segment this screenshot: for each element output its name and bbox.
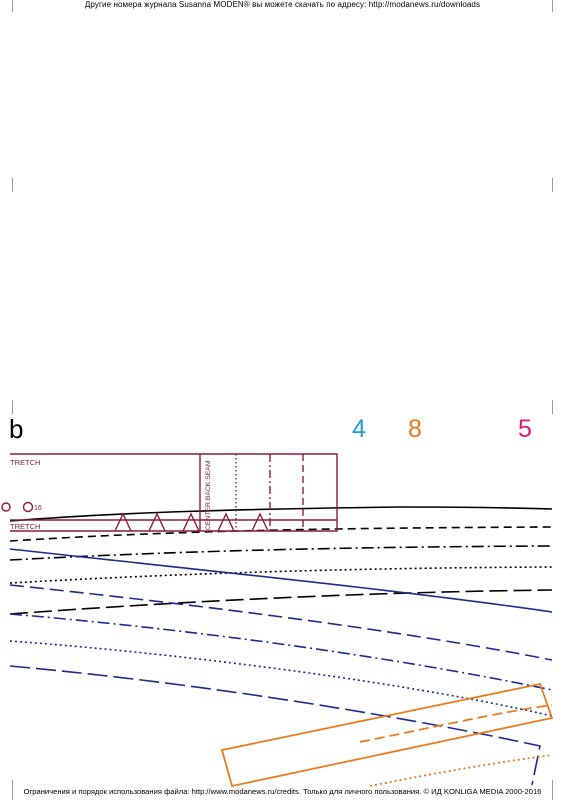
stretch-label-bottom: TRETCH (10, 522, 40, 531)
navy-solid-line (9, 548, 553, 613)
black-dashdot-line (9, 545, 553, 561)
size-label-4: 4 (352, 415, 366, 443)
crop-mark-top-right (552, 0, 553, 12)
size-label-8: 8 (408, 415, 422, 443)
notch-1 (114, 512, 132, 532)
footer-text: Ограничения и порядок использования файл… (23, 787, 542, 796)
maroon-strip-outline (10, 453, 338, 532)
navy-dashdot-line (9, 613, 553, 691)
crop-mark-bottom-right (552, 780, 553, 800)
header-text: Другие номера журнала Susanna MODEN® вы … (84, 0, 481, 9)
black-solid-line (9, 506, 553, 522)
black-dotted-line (9, 566, 553, 584)
orange-dotted-line (369, 754, 553, 787)
stretch-label-top: TRETCH (10, 458, 40, 467)
size-marker-label: 16 (34, 505, 42, 512)
crop-mark-left-mid (12, 178, 13, 192)
notch-3 (182, 512, 200, 532)
navy-dotted-line (9, 640, 553, 717)
crop-mark-top-left (12, 0, 13, 12)
crop-mark-bottom-left (12, 780, 13, 800)
notch-4 (217, 512, 235, 532)
crop-mark-left-low (12, 400, 13, 414)
sheet-letter: b (9, 414, 24, 444)
size-label-5: 5 (518, 415, 532, 443)
navy-longdash-line (9, 665, 541, 786)
crop-mark-right-low (552, 400, 553, 414)
size-circle (22, 501, 34, 513)
notch-5 (251, 512, 269, 532)
black-longdash-line (9, 589, 553, 615)
center-back-seam-label: CENTER BACK SEAM (205, 460, 212, 530)
orange-strip-outline (220, 682, 554, 788)
notch-2 (148, 512, 166, 532)
black-dashed-line (9, 526, 553, 542)
crop-mark-right-mid (552, 178, 553, 192)
navy-dashed-line (9, 584, 553, 661)
size-circle-partial (1, 502, 11, 512)
